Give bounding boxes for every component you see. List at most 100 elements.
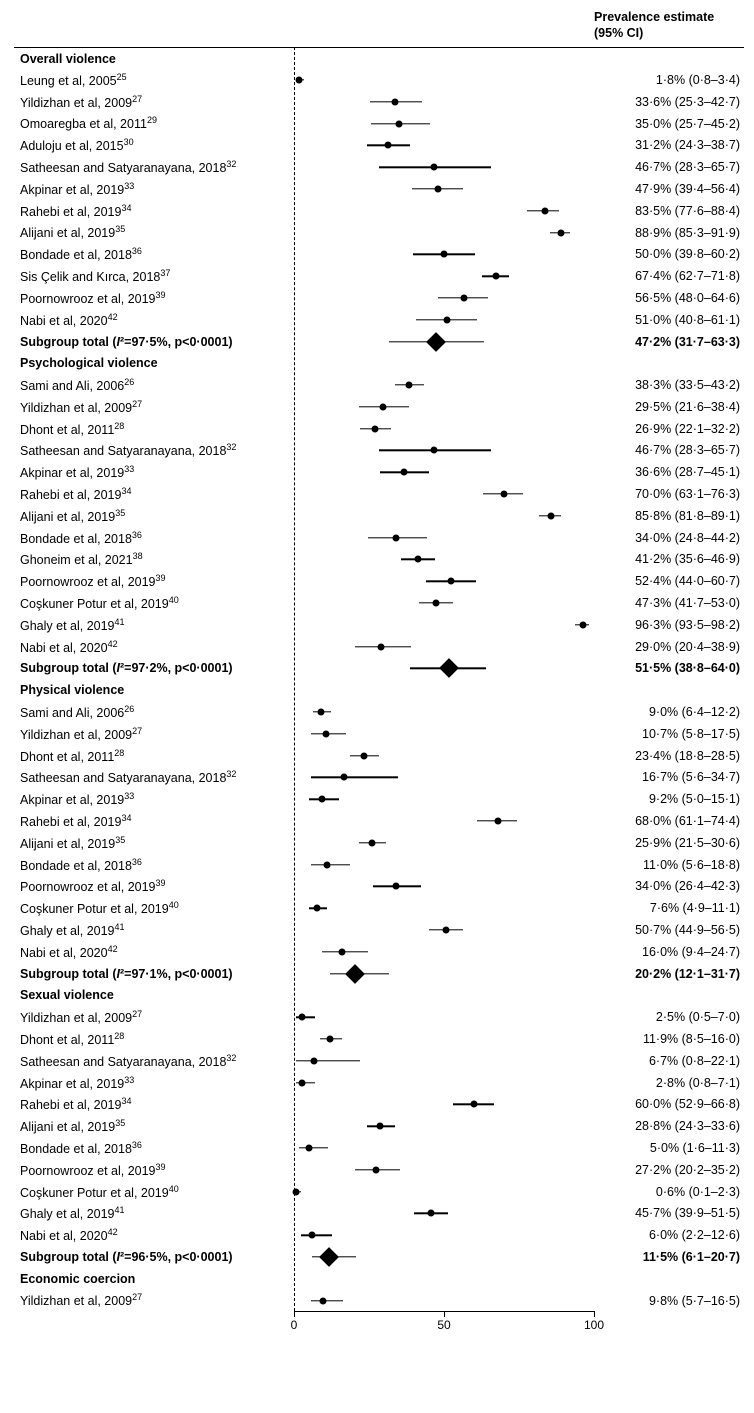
axis-tick-label: 0 [291,1318,298,1332]
estimate-text: 68·0% (61·1–74·4) [594,814,744,828]
study-label: Sami and Ali, 200626 [14,704,294,720]
col-header-line1: Prevalence estimate [594,10,714,24]
study-row: Yildizhan et al, 20092729·5% (21·6–38·4) [14,396,744,418]
forest-cell [294,1202,594,1224]
study-label: Sis Çelik and Kırca, 201837 [14,268,294,284]
study-row: Nabi et al, 20204216·0% (9·4–24·7) [14,941,744,963]
forest-cell [294,483,594,505]
estimate-text: 51·5% (38·8–64·0) [594,661,744,675]
study-label: Rahebi et al, 201934 [14,203,294,219]
estimate-text: 28·8% (24·3–33·6) [594,1119,744,1133]
forest-cell [294,1290,594,1312]
forest-cell [294,91,594,113]
study-label: Dhont et al, 201128 [14,748,294,764]
point-estimate [501,491,508,498]
forest-cell [294,527,594,549]
subgroup-total-row: Subgroup total (I²=96·5%, p<0·0001)11·5%… [14,1246,744,1268]
study-row: Ghaly et al, 20194150·7% (44·9–56·5) [14,919,744,941]
point-estimate [471,1101,478,1108]
study-row: Satheesan and Satyaranayana, 2018326·7% … [14,1050,744,1072]
study-label: Sami and Ali, 200626 [14,377,294,393]
study-row: Bondade et al, 20183634·0% (24·8–44·2) [14,527,744,549]
forest-cell [294,767,594,789]
study-label: Yildizhan et al, 200927 [14,399,294,415]
study-row: Poornowrooz et al, 20193927·2% (20·2–35·… [14,1159,744,1181]
study-label: Ghaly et al, 201941 [14,922,294,938]
ci-line [311,777,398,778]
forest-cell [294,1028,594,1050]
axis-tick-label: 100 [584,1318,604,1332]
forest-cell [294,658,594,680]
point-estimate [384,142,391,149]
study-row: Yildizhan et al, 2009272·5% (0·5–7·0) [14,1006,744,1028]
study-row: Poornowrooz et al, 20193956·5% (48·0–64·… [14,287,744,309]
study-row: Yildizhan et al, 2009279·8% (5·7–16·5) [14,1290,744,1312]
study-row: Satheesan and Satyaranayana, 20183246·7%… [14,440,744,462]
estimate-text: 60·0% (52·9–66·8) [594,1097,744,1111]
point-estimate [377,1123,384,1130]
point-estimate [371,425,378,432]
forest-cell [294,1050,594,1072]
point-estimate [318,709,325,716]
study-label: Coşkuner Potur et al, 201940 [14,900,294,916]
estimate-text: 56·5% (48·0–64·6) [594,291,744,305]
study-row: Akpinar et al, 20193336·6% (28·7–45·1) [14,461,744,483]
study-row: Rahebi et al, 20193470·0% (63·1–76·3) [14,483,744,505]
subgroup-total-row: Subgroup total (I²=97·5%, p<0·0001)47·2%… [14,331,744,353]
forest-cell [294,919,594,941]
study-row: Rahebi et al, 20193460·0% (52·9–66·8) [14,1094,744,1116]
point-estimate [434,185,441,192]
section-header: Sexual violence [14,985,744,1007]
point-estimate [313,905,320,912]
point-estimate [391,98,398,105]
study-label: Satheesan and Satyaranayana, 201832 [14,442,294,458]
forest-cell [294,963,594,985]
estimate-text: 7·6% (4·9–11·1) [594,901,744,915]
study-row: Coşkuner Potur et al, 20194047·3% (41·7–… [14,592,744,614]
estimate-text: 1·8% (0·8–3·4) [594,73,744,87]
study-row: Bondade et al, 20183650·0% (39·8–60·2) [14,243,744,265]
point-estimate [341,774,348,781]
ci-line [299,1147,328,1148]
estimate-text: 96·3% (93·5–98·2) [594,618,744,632]
study-row: Akpinar et al, 20193347·9% (39·4–56·4) [14,178,744,200]
estimate-text: 45·7% (39·9–51·5) [594,1206,744,1220]
point-estimate [379,403,386,410]
forest-cell [294,418,594,440]
ci-line [296,1060,360,1061]
study-label: Leung et al, 200525 [14,72,294,88]
study-label: Bondade et al, 201836 [14,857,294,873]
point-estimate [579,621,586,628]
estimate-text: 46·7% (28·3–65·7) [594,160,744,174]
point-estimate [414,556,421,563]
study-label: Akpinar et al, 201933 [14,464,294,480]
forest-cell [294,1137,594,1159]
estimate-text: 6·7% (0·8–22·1) [594,1054,744,1068]
study-label: Dhont et al, 201128 [14,421,294,437]
study-row: Nabi et al, 20204251·0% (40·8–61·1) [14,309,744,331]
forest-cell [294,287,594,309]
estimate-text: 70·0% (63·1–76·3) [594,487,744,501]
section-title: Psychological violence [14,356,294,370]
forest-cell [294,810,594,832]
estimate-text: 88·9% (85·3–91·9) [594,226,744,240]
study-row: Dhont et al, 201128 23·4% (18·8–28·5) [14,745,744,767]
estimate-text: 35·0% (25·7–45·2) [594,117,744,131]
ci-line [311,1300,343,1301]
forest-cell [294,854,594,876]
estimate-text: 67·4% (62·7–71·8) [594,269,744,283]
summary-diamond [345,964,365,984]
estimate-text: 34·0% (26·4–42·3) [594,879,744,893]
x-axis: 050100 [14,1311,744,1339]
forest-cell [294,461,594,483]
study-row: Rahebi et al, 20193483·5% (77·6–88·4) [14,200,744,222]
ci-line [311,864,351,865]
point-estimate [309,1232,316,1239]
study-row: Akpinar et al, 2019339·2% (5·0–15·1) [14,788,744,810]
study-label: Bondade et al, 201836 [14,530,294,546]
study-label: Ghaly et al, 201941 [14,617,294,633]
forest-cell [294,396,594,418]
study-label: Dhont et al, 201128 [14,1031,294,1047]
estimate-text: 52·4% (44·0–60·7) [594,574,744,588]
estimate-text: 23·4% (18·8–28·5) [594,749,744,763]
